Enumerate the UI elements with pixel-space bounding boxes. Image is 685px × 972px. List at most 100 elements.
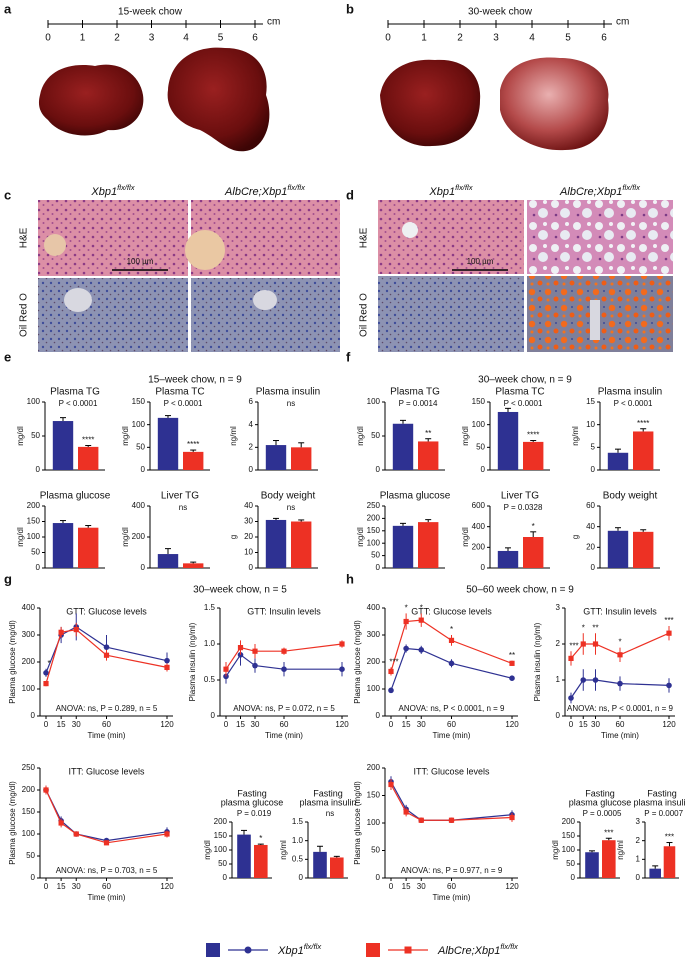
y-tick-label: 0 — [376, 563, 381, 572]
genotype-sup: flx/flx — [304, 942, 323, 951]
y-tick-label: 200 — [367, 657, 381, 666]
y-tick-label: 50 — [371, 846, 380, 855]
y-tick-label: 0 — [223, 873, 228, 882]
bar — [497, 550, 519, 568]
chart-title: Fasting — [313, 788, 343, 798]
y-tick-label: 15 — [586, 397, 595, 406]
y-tick-label: 0 — [36, 465, 41, 474]
y-tick-label: 0 — [31, 873, 36, 882]
y-axis-label: ng/ml — [279, 840, 288, 860]
chart-title: Liver TG — [501, 491, 539, 502]
bar — [392, 423, 414, 470]
y-tick-label: 100 — [22, 684, 36, 693]
bar — [633, 431, 654, 470]
panel-title: 30–week chow, n = 5 — [193, 585, 287, 596]
histology-image — [191, 278, 340, 352]
annotation: P = 0.019 — [237, 809, 272, 818]
y-tick-label: 0 — [36, 563, 41, 572]
x-tick-label: 60 — [102, 720, 111, 729]
y-tick-label: 100 — [367, 818, 381, 827]
y-tick-label: 100 — [22, 829, 36, 838]
ruler-unit: cm — [267, 17, 280, 28]
bar — [52, 523, 74, 568]
y-axis-label: mg/dl — [121, 426, 130, 446]
ruler-label: 6 — [252, 33, 258, 44]
y-tick-label: 2 — [556, 639, 561, 648]
bar — [237, 834, 251, 878]
marker — [592, 677, 599, 683]
marker — [103, 644, 110, 650]
chart-title: Plasma insulin — [256, 387, 320, 398]
row-label: H&E — [19, 227, 30, 248]
bar — [523, 441, 544, 470]
ruler-label: 3 — [149, 33, 155, 44]
marker — [164, 657, 170, 664]
significance: *** — [664, 616, 673, 625]
y-tick-label: 4 — [249, 420, 254, 429]
chart-title: Plasma glucose — [40, 491, 111, 502]
genotype-name: Xbp1 — [277, 945, 304, 957]
marker — [43, 787, 49, 793]
y-tick-label: 1.0 — [204, 639, 216, 648]
bar — [523, 537, 544, 568]
y-axis-label: ng/ml — [616, 840, 625, 860]
histology-vessel — [185, 230, 225, 270]
ruler-label: 4 — [183, 33, 189, 44]
x-tick-label: 0 — [44, 882, 49, 891]
marker — [58, 820, 64, 826]
y-tick-label: 50 — [218, 859, 227, 868]
y-tick-label: 0 — [376, 465, 381, 474]
series-line — [390, 784, 513, 821]
y-tick-label: 0 — [141, 465, 146, 474]
significance: **** — [187, 440, 199, 449]
x-tick-label: 30 — [72, 720, 81, 729]
marker — [43, 681, 49, 687]
y-tick-label: 400 — [472, 522, 486, 531]
significance: *** — [569, 641, 578, 650]
genotype-sup: flx/flx — [455, 183, 474, 192]
row-label: Oil Red O — [19, 293, 30, 337]
marker — [252, 648, 258, 654]
annotation: P = 0.0007 — [644, 809, 683, 818]
genotype-name: Xbp1 — [428, 186, 455, 198]
y-tick-label: 0 — [141, 563, 146, 572]
y-tick-label: 0 — [571, 873, 576, 882]
x-axis-label: Time (min) — [265, 731, 303, 740]
y-tick-label: 400 — [22, 603, 36, 612]
genotype-name: AlbCre;Xbp1 — [224, 186, 287, 198]
marker — [403, 645, 409, 652]
y-axis-label: Plasma insulin (ng/ml) — [188, 622, 197, 701]
genotype-label: AlbCre;Xbp1flx/flx — [437, 942, 519, 957]
marker — [592, 641, 599, 647]
genotype-label: Xbp1flx/flx — [428, 183, 473, 198]
y-axis-label: mg/dl — [356, 527, 365, 547]
x-tick-label: 15 — [236, 720, 245, 729]
x-tick-label: 15 — [402, 720, 411, 729]
x-tick-label: 0 — [389, 720, 394, 729]
marker — [339, 641, 345, 647]
bar — [183, 451, 204, 470]
histology-image — [38, 278, 188, 352]
y-tick-label: 250 — [22, 763, 36, 772]
chart-title: Plasma TC — [495, 387, 544, 398]
y-tick-label: 200 — [132, 532, 146, 541]
y-tick-label: 2 — [249, 442, 254, 451]
bar — [183, 563, 204, 568]
x-tick-label: 120 — [335, 720, 349, 729]
histology-image — [378, 276, 524, 352]
y-axis-label: Plasma insulin (ng/ml) — [533, 622, 542, 701]
genotype-label: AlbCre;Xbp1flx/flx — [224, 183, 306, 198]
significance: * — [582, 623, 585, 632]
panel-letter: c — [4, 187, 11, 202]
y-tick-label: 400 — [132, 501, 146, 510]
ruler-label: 3 — [493, 33, 499, 44]
chart-title: Body weight — [261, 491, 316, 502]
chart-title: GTT: Insulin levels — [583, 606, 657, 616]
y-tick-label: 6 — [249, 397, 254, 406]
marker — [388, 687, 394, 694]
marker — [73, 627, 79, 633]
histology-vessel — [590, 300, 600, 340]
y-tick-label: 100 — [27, 532, 41, 541]
x-tick-label: 60 — [447, 720, 456, 729]
marker — [339, 666, 345, 672]
